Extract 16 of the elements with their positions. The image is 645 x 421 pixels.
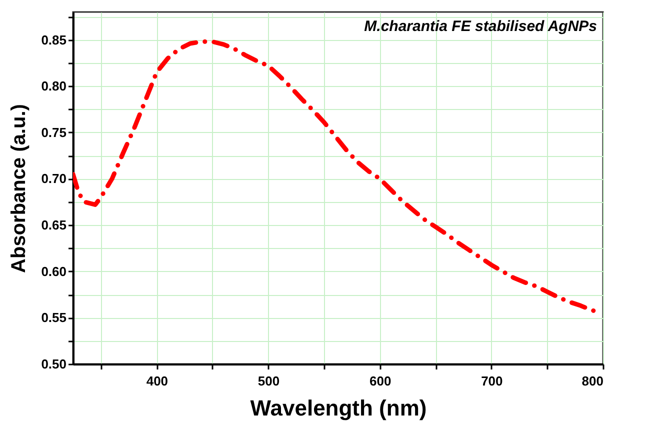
x-tick-label: 800 [582,374,604,388]
x-axis-title: Wavelength (nm) [250,396,427,420]
y-tick-label: 0.55 [41,310,66,326]
y-tick-label: 0.65 [41,218,66,233]
y-axis-title: Absorbance (a.u.) [8,104,30,273]
x-tick-label: 700 [481,374,503,388]
y-tick-label: 0.50 [41,356,66,372]
x-tick-label: 400 [146,374,168,388]
y-tick-label: 0.60 [41,264,66,279]
x-tick-label: 600 [369,374,392,388]
y-tick-label: 0.85 [41,32,66,48]
y-tick-label: 0.70 [41,171,66,186]
annotation: M.charantia FE stabilised AgNPs [364,18,597,35]
y-tick-label: 0.75 [41,124,66,140]
y-tick-label: 0.80 [41,78,66,94]
x-tick-label: 500 [258,374,280,388]
